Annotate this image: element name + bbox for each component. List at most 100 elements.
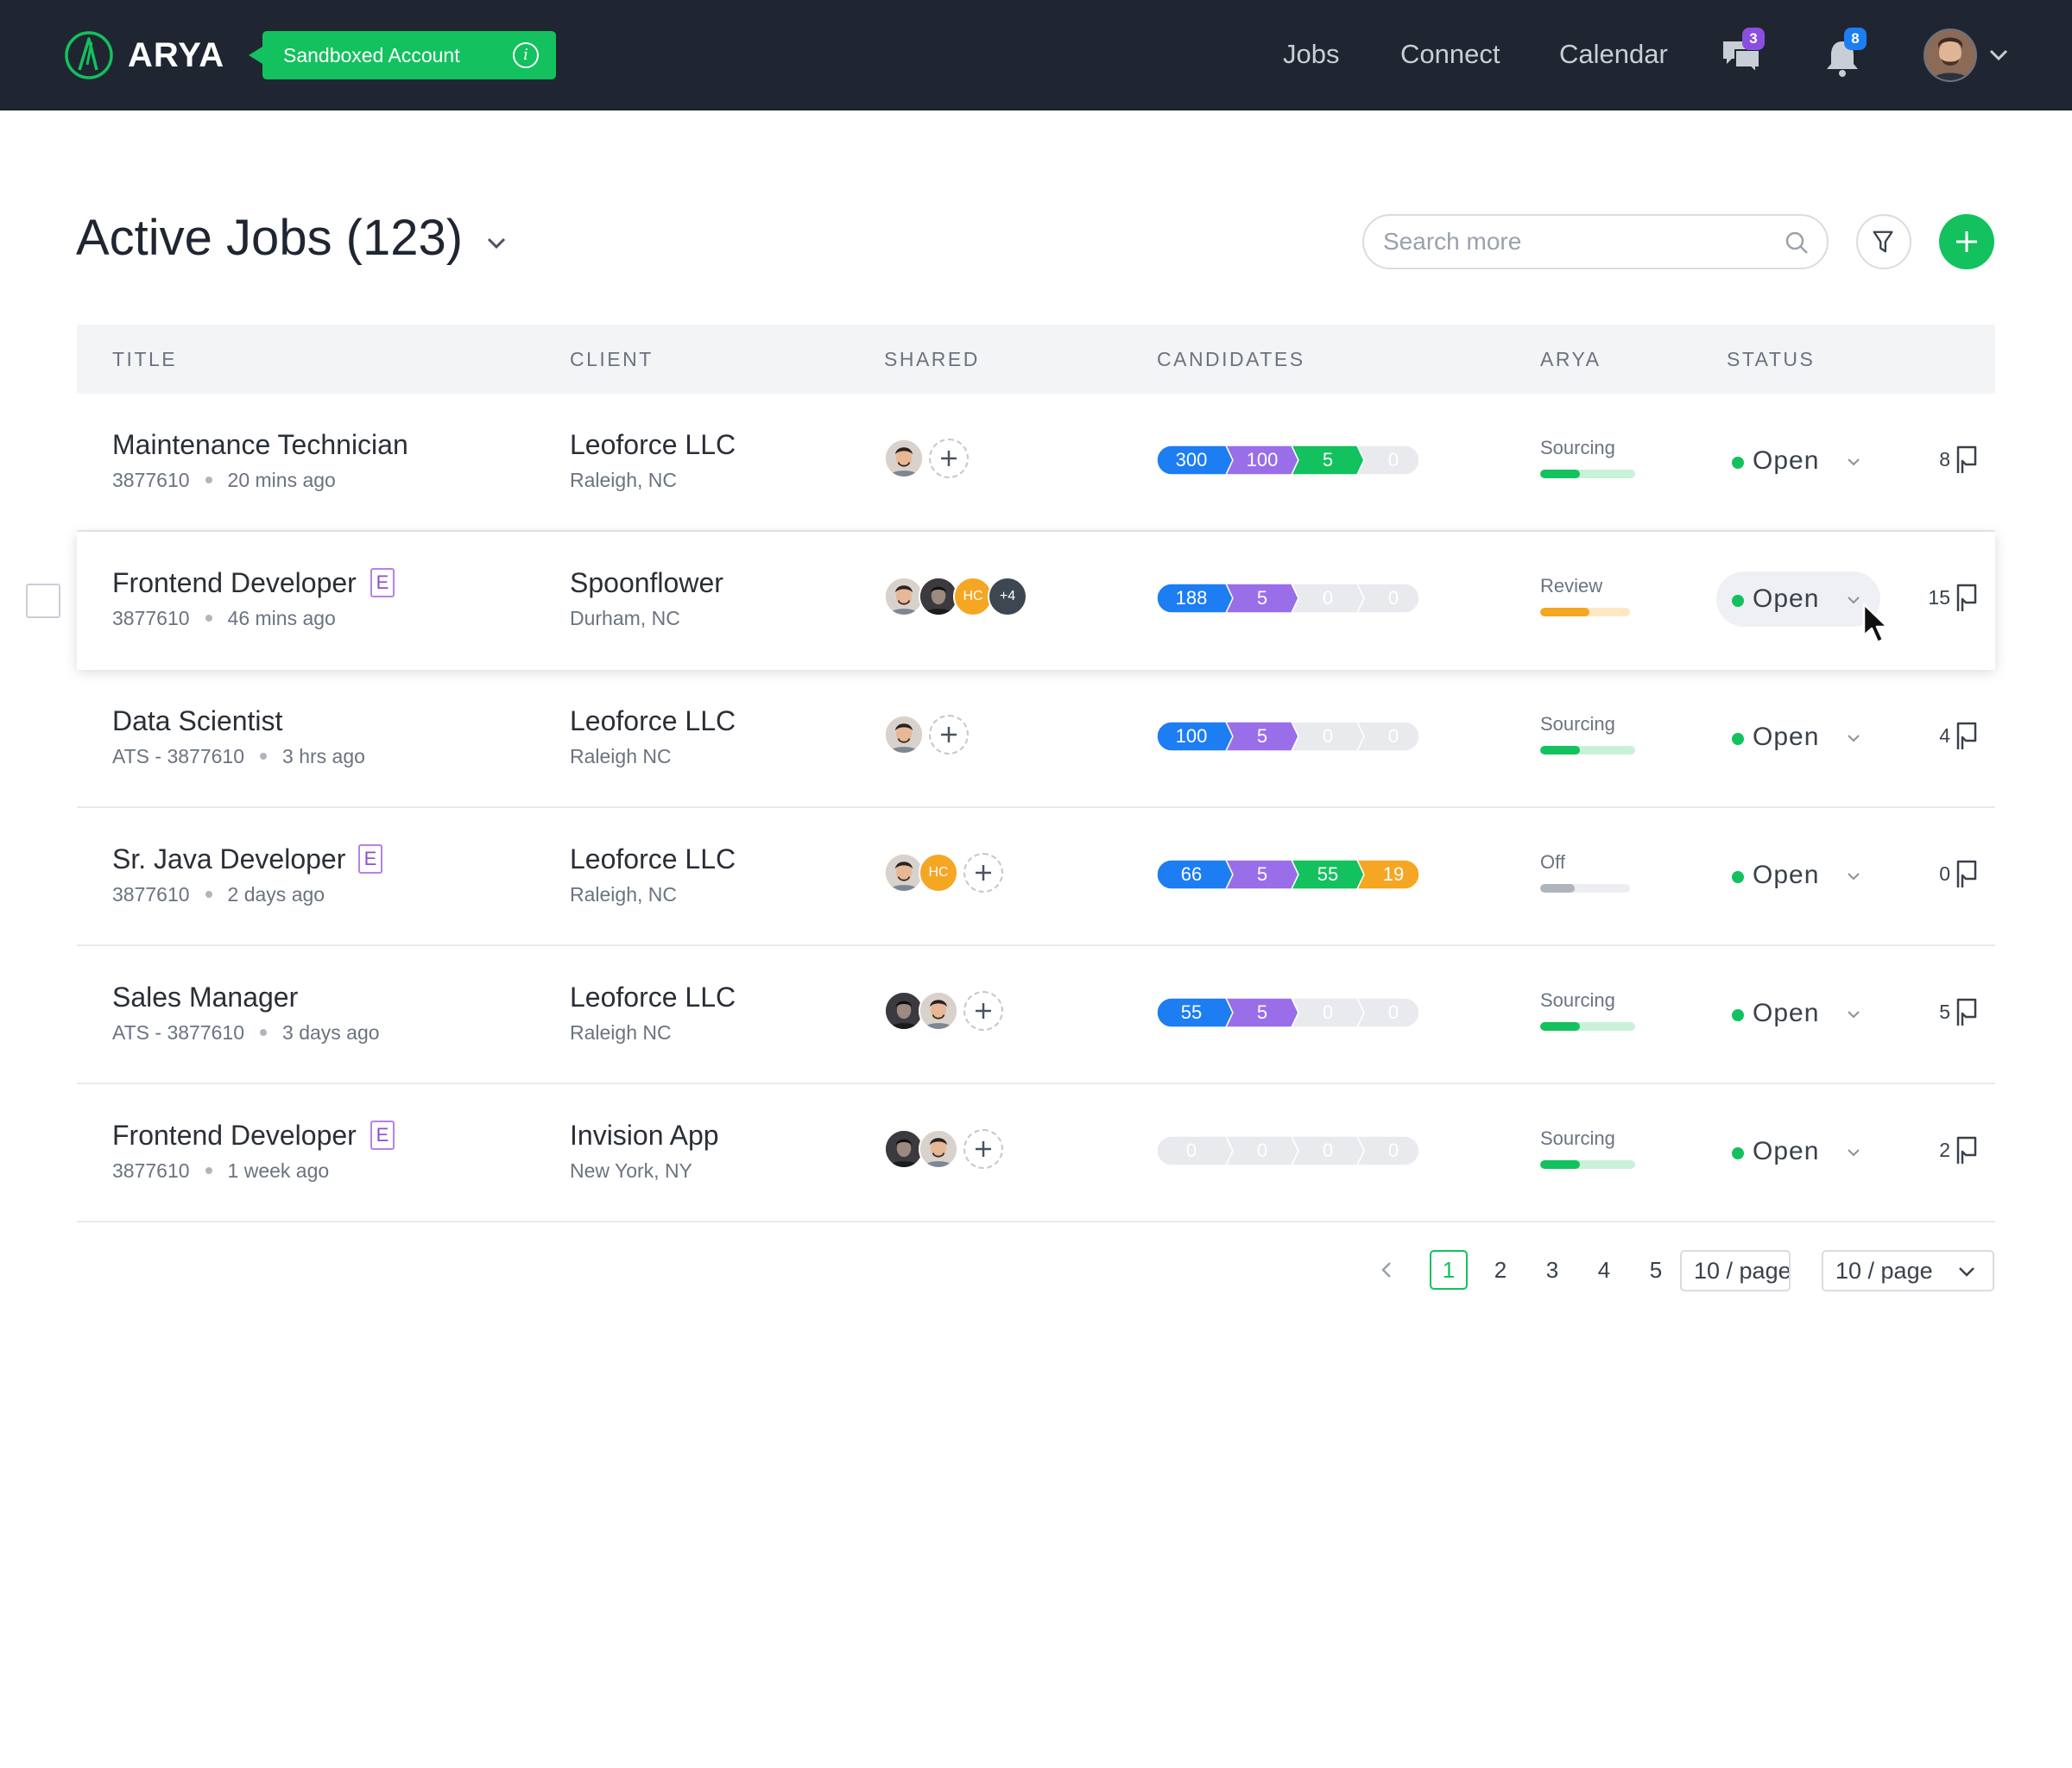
candidates-pipeline[interactable]: 0 0 0 0 bbox=[1157, 1136, 1419, 1165]
candidates-applied-segment[interactable] bbox=[1356, 584, 1419, 613]
job-title-link[interactable]: Maintenance Technician bbox=[112, 429, 408, 460]
table-row[interactable]: Maintenance Technician 3877610 20 mins ago… bbox=[77, 394, 1995, 532]
job-title-link[interactable]: Sales Manager bbox=[112, 982, 299, 1013]
job-title-link[interactable]: Data Scientist bbox=[112, 705, 283, 736]
shared-user-avatar[interactable] bbox=[919, 577, 958, 616]
shared-user-avatar[interactable] bbox=[884, 715, 924, 755]
column-header-shared[interactable]: SHARED bbox=[884, 348, 980, 370]
column-header-candidates[interactable]: CANDIDATES bbox=[1157, 348, 1305, 370]
candidates-connected-segment[interactable] bbox=[1291, 584, 1365, 613]
title-dropdown-chevron-icon[interactable] bbox=[483, 230, 509, 256]
job-title-link[interactable]: Frontend Developer bbox=[112, 567, 357, 598]
add-shared-user-button[interactable] bbox=[963, 853, 1003, 893]
bookmark-flag-icon[interactable] bbox=[1954, 996, 1980, 1027]
candidates-connected-segment[interactable] bbox=[1291, 860, 1365, 889]
candidates-applied-segment[interactable] bbox=[1356, 722, 1419, 751]
bookmark-flag-icon[interactable] bbox=[1954, 1134, 1980, 1165]
add-shared-user-button[interactable] bbox=[929, 439, 969, 478]
page-size-select[interactable]: 10 / page bbox=[1822, 1250, 1994, 1291]
candidates-sourced-segment[interactable] bbox=[1157, 722, 1234, 751]
job-status-dropdown[interactable]: Open bbox=[1716, 1124, 1880, 1179]
search-icon[interactable] bbox=[1784, 230, 1810, 256]
page-size-box[interactable]: 10 / page bbox=[1680, 1250, 1791, 1291]
candidates-sourced-segment[interactable] bbox=[1157, 860, 1234, 889]
previous-page-chevron-icon[interactable] bbox=[1376, 1250, 1397, 1290]
candidates-sourced-segment[interactable] bbox=[1157, 445, 1234, 475]
nav-jobs[interactable]: Jobs bbox=[1283, 39, 1340, 69]
page-4-button[interactable]: 4 bbox=[1597, 1257, 1611, 1283]
candidates-pipeline[interactable]: 300 100 5 0 bbox=[1157, 445, 1419, 475]
candidates-pipeline[interactable]: 66 5 55 19 bbox=[1157, 860, 1419, 889]
candidates-connected-segment[interactable] bbox=[1291, 722, 1365, 751]
page-5-button[interactable]: 5 bbox=[1649, 1257, 1663, 1283]
candidates-shortlisted-segment[interactable] bbox=[1225, 998, 1299, 1027]
add-shared-user-button[interactable] bbox=[963, 991, 1003, 1031]
job-title-link[interactable]: Sr. Java Developer bbox=[112, 843, 346, 875]
nav-connect[interactable]: Connect bbox=[1400, 39, 1500, 69]
sandboxed-account-badge[interactable]: Sandboxed Account i bbox=[249, 31, 556, 79]
job-status-dropdown[interactable]: Open bbox=[1716, 710, 1880, 765]
table-row[interactable]: Sales Manager ATS - 3877610 3 days ago Leof… bbox=[77, 946, 1995, 1084]
candidates-applied-segment[interactable] bbox=[1356, 445, 1419, 475]
candidates-connected-segment[interactable] bbox=[1291, 998, 1365, 1027]
candidates-shortlisted-segment[interactable] bbox=[1225, 722, 1299, 751]
shared-user-avatar[interactable] bbox=[884, 439, 924, 478]
job-status-dropdown[interactable]: Open bbox=[1716, 848, 1880, 903]
arya-logo-icon[interactable] bbox=[64, 30, 114, 80]
shared-user-avatar[interactable] bbox=[919, 1129, 958, 1169]
info-icon[interactable]: i bbox=[513, 42, 539, 68]
candidates-shortlisted-segment[interactable] bbox=[1225, 1136, 1299, 1165]
shared-user-avatar[interactable] bbox=[919, 991, 958, 1031]
page-2-button[interactable]: 2 bbox=[1494, 1257, 1507, 1283]
page-3-button[interactable]: 3 bbox=[1545, 1257, 1559, 1283]
user-avatar[interactable] bbox=[1924, 28, 1977, 82]
candidates-pipeline[interactable]: 100 5 0 0 bbox=[1157, 722, 1419, 751]
job-status-dropdown[interactable]: Open bbox=[1716, 433, 1880, 489]
candidates-connected-segment[interactable] bbox=[1291, 445, 1365, 475]
search-box[interactable] bbox=[1362, 214, 1829, 269]
bookmark-flag-icon[interactable] bbox=[1954, 858, 1980, 889]
column-header-arya[interactable]: ARYA bbox=[1540, 348, 1601, 370]
filter-button[interactable] bbox=[1856, 214, 1911, 269]
candidates-sourced-segment[interactable] bbox=[1157, 584, 1234, 613]
shared-user-avatar[interactable] bbox=[884, 1129, 924, 1169]
bookmark-flag-icon[interactable] bbox=[1954, 720, 1980, 751]
table-row[interactable]: Frontend Developer E 3877610 46 mins ago Spo… bbox=[77, 532, 1995, 670]
messages-button[interactable]: 3 bbox=[1721, 28, 1765, 76]
shared-user-avatar[interactable] bbox=[884, 991, 924, 1031]
add-job-button[interactable] bbox=[1939, 214, 1994, 269]
notifications-button[interactable]: 8 bbox=[1822, 28, 1867, 77]
bookmark-flag-icon[interactable] bbox=[1954, 444, 1980, 475]
candidates-sourced-segment[interactable] bbox=[1157, 998, 1234, 1027]
column-header-title[interactable]: TITLE bbox=[112, 348, 178, 370]
table-row[interactable]: Sr. Java Developer E 3877610 2 days ago Leof… bbox=[77, 808, 1995, 946]
search-input[interactable] bbox=[1383, 224, 1763, 259]
candidates-pipeline[interactable]: 55 5 0 0 bbox=[1157, 998, 1419, 1027]
candidates-sourced-segment[interactable] bbox=[1157, 1136, 1234, 1165]
table-row[interactable]: Data Scientist ATS - 3877610 3 hrs ago Leof… bbox=[77, 670, 1995, 808]
shared-user-initials-avatar[interactable]: HC bbox=[953, 577, 993, 616]
candidates-pipeline[interactable]: 188 5 0 0 bbox=[1157, 584, 1419, 613]
shared-user-avatar[interactable] bbox=[884, 853, 924, 893]
shared-user-avatar[interactable] bbox=[884, 577, 924, 616]
column-header-client[interactable]: CLIENT bbox=[570, 348, 654, 370]
bookmark-flag-icon[interactable] bbox=[1954, 582, 1980, 613]
column-header-status[interactable]: STATUS bbox=[1727, 348, 1816, 370]
table-row[interactable]: Frontend Developer E 3877610 1 week ago Invi… bbox=[77, 1084, 1995, 1222]
account-menu-chevron-icon[interactable] bbox=[1987, 43, 2010, 66]
candidates-shortlisted-segment[interactable] bbox=[1225, 860, 1299, 889]
job-status-dropdown[interactable]: Open bbox=[1716, 571, 1880, 627]
shared-more-count[interactable]: +4 bbox=[988, 577, 1027, 616]
row-select-checkbox[interactable] bbox=[26, 584, 60, 618]
job-status-dropdown[interactable]: Open bbox=[1716, 986, 1880, 1041]
candidates-connected-segment[interactable] bbox=[1291, 1136, 1365, 1165]
brand-name[interactable]: ARYA bbox=[128, 36, 225, 74]
shared-user-initials-avatar[interactable]: HC bbox=[919, 853, 958, 893]
candidates-shortlisted-segment[interactable] bbox=[1225, 445, 1299, 475]
page-1-button[interactable]: 1 bbox=[1430, 1250, 1468, 1290]
nav-calendar[interactable]: Calendar bbox=[1559, 39, 1668, 69]
job-title-link[interactable]: Frontend Developer bbox=[112, 1120, 357, 1151]
candidates-shortlisted-segment[interactable] bbox=[1225, 584, 1299, 613]
add-shared-user-button[interactable] bbox=[929, 715, 969, 755]
add-shared-user-button[interactable] bbox=[963, 1129, 1003, 1169]
